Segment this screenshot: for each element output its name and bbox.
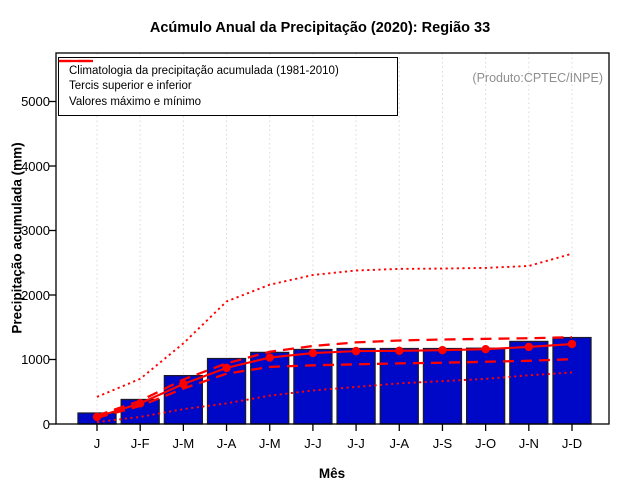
bar: [552, 336, 592, 425]
x-tick-label: J-A: [216, 436, 237, 451]
climatology-point: [524, 342, 534, 352]
y-tick-label: 5000: [21, 94, 50, 109]
bar: [293, 348, 333, 425]
x-tick-label: J: [93, 436, 101, 451]
line-valor-m-ximo: [96, 252, 573, 398]
bar: [379, 347, 419, 425]
climatology-point: [395, 346, 404, 355]
climatology-point: [351, 346, 361, 356]
bar: [509, 340, 549, 425]
legend-item-terciles: Tercis superior e inferior: [59, 59, 397, 95]
climatology-point: [179, 379, 188, 389]
x-tick-label: J-N: [518, 436, 539, 451]
x-tick-label: J-D: [561, 436, 583, 451]
dotted-line-swatch-icon: [59, 60, 93, 62]
bar: [336, 347, 376, 425]
legend-item-climatology: Climatologia da precipitação acumulada (…: [59, 59, 397, 79]
climatology-point: [567, 339, 577, 349]
bar: [250, 351, 290, 425]
x-tick-label: J-A: [389, 436, 410, 451]
legend-label: Climatologia da precipitação acumulada (…: [69, 64, 339, 77]
climatology-point: [222, 363, 231, 373]
y-tick-label: 0: [42, 416, 50, 432]
plot-border: [55, 52, 610, 425]
line-climatologia-da-precipita-o-acumulada-1981-2010: [96, 342, 573, 418]
climatology-point: [308, 348, 318, 358]
climatology-point: [265, 353, 274, 362]
x-tick-label: J-M: [258, 436, 281, 451]
y-tick-label: 3000: [21, 223, 50, 238]
produto-label: (Produto:CPTEC/INPE): [472, 71, 603, 85]
y-tick-label: 1000: [21, 352, 50, 367]
x-tick-label: J-M: [172, 436, 195, 451]
legend-item-minmax: Valores máximo e mínimo: [59, 60, 397, 110]
climatology-point: [438, 345, 447, 355]
x-axis-title: Mês: [318, 466, 346, 481]
bar: [422, 347, 463, 425]
climatology-point: [481, 344, 490, 354]
legend-label: Tercis superior e inferior: [69, 80, 192, 93]
x-tick-label: J-S: [432, 436, 453, 451]
y-tick-label: 2000: [21, 287, 50, 303]
line-tercil-inferior: [96, 358, 573, 419]
y-tick-label: 4000: [21, 158, 50, 174]
x-tick-label: J-O: [475, 436, 497, 451]
x-tick-label: J-J: [304, 436, 322, 451]
legend: Climatologia da precipitação acumulada (…: [58, 57, 398, 116]
x-tick-label: J-J: [347, 436, 365, 451]
legend-label: Valores máximo e mínimo: [69, 95, 202, 108]
line-valor-m-nimo: [96, 371, 573, 424]
chart-title: Acúmulo Anual da Precipitação (2020): Re…: [149, 20, 491, 36]
bar: [465, 347, 506, 425]
x-tick-label: J-F: [130, 436, 150, 451]
